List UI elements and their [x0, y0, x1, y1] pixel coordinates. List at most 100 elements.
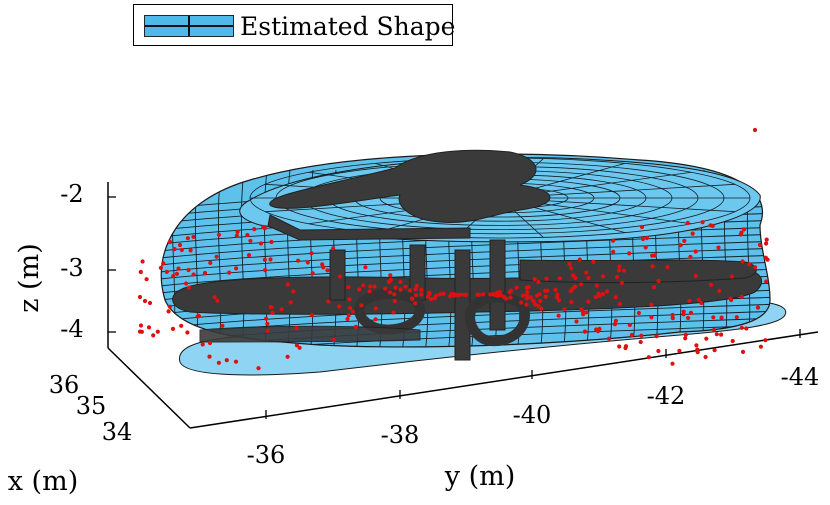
point	[477, 292, 482, 297]
point	[755, 305, 761, 310]
point	[347, 297, 352, 302]
dark-object	[172, 149, 762, 361]
point	[191, 272, 196, 277]
point	[573, 284, 578, 289]
point	[388, 273, 393, 278]
point	[388, 277, 393, 282]
point	[699, 300, 704, 306]
point	[688, 254, 693, 259]
point	[158, 265, 163, 270]
point	[730, 338, 735, 344]
point	[752, 127, 758, 133]
point	[294, 343, 299, 348]
point	[729, 297, 734, 303]
point	[297, 345, 302, 350]
point	[200, 342, 205, 347]
point	[649, 302, 654, 307]
point	[233, 359, 239, 364]
point	[186, 285, 192, 290]
point	[670, 316, 675, 321]
point	[481, 292, 486, 297]
point	[514, 285, 519, 290]
point	[600, 292, 606, 297]
point	[681, 312, 686, 317]
point	[611, 249, 616, 254]
point	[191, 234, 196, 239]
point	[455, 292, 460, 298]
point	[652, 285, 657, 290]
point	[640, 236, 646, 242]
point	[167, 239, 173, 245]
point	[544, 276, 549, 281]
point	[353, 324, 358, 329]
point	[719, 332, 724, 337]
point	[429, 297, 434, 302]
point	[383, 286, 388, 291]
point	[186, 267, 191, 273]
point	[636, 310, 642, 316]
point	[432, 296, 437, 301]
point	[670, 312, 675, 318]
point	[533, 302, 538, 307]
point	[554, 295, 560, 300]
point	[279, 307, 284, 312]
point	[617, 344, 622, 349]
point	[556, 313, 561, 318]
point	[606, 336, 612, 341]
point	[719, 315, 724, 320]
point	[174, 271, 179, 276]
point	[712, 327, 717, 332]
point	[350, 309, 355, 314]
point	[586, 299, 591, 304]
point	[252, 227, 257, 232]
point	[717, 288, 722, 293]
point	[579, 282, 584, 287]
point	[258, 241, 264, 246]
point	[739, 325, 744, 330]
point	[562, 307, 567, 312]
point	[656, 348, 661, 354]
point	[403, 284, 408, 289]
point	[593, 295, 598, 300]
legend-swatch	[144, 15, 234, 37]
point	[437, 292, 442, 297]
point	[348, 306, 353, 311]
point	[528, 295, 533, 300]
point	[392, 292, 397, 297]
point	[387, 290, 393, 295]
point	[656, 279, 661, 284]
y-tick-label: -44	[781, 363, 820, 391]
point	[188, 248, 193, 253]
point	[584, 310, 589, 315]
point	[580, 309, 585, 314]
point	[367, 289, 372, 294]
point	[711, 315, 716, 320]
point	[137, 294, 143, 300]
point	[665, 265, 670, 270]
point	[531, 299, 536, 304]
point	[700, 220, 705, 225]
point	[646, 355, 651, 360]
point	[650, 264, 655, 269]
point	[224, 358, 229, 363]
point	[346, 313, 351, 318]
point	[703, 354, 708, 360]
point	[524, 296, 530, 301]
point	[650, 253, 655, 258]
point	[553, 287, 558, 292]
wire-contour	[161, 324, 771, 347]
point	[268, 257, 273, 262]
dark-frame	[267, 214, 471, 241]
point	[419, 287, 424, 292]
point	[644, 235, 650, 241]
point	[519, 300, 524, 305]
y-tick-label: -42	[647, 382, 686, 410]
point	[704, 336, 709, 341]
point	[693, 249, 698, 254]
point	[582, 329, 588, 334]
point	[708, 223, 713, 228]
point	[345, 316, 350, 322]
point	[504, 296, 509, 301]
point	[744, 326, 749, 331]
point	[586, 276, 591, 281]
